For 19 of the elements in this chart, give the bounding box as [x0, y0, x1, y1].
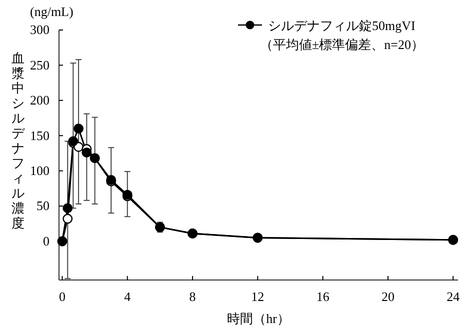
x-tick-label: 16 [316, 289, 330, 304]
x-axis-title: 時間（hr） [227, 311, 290, 326]
x-tick-label: 24 [446, 289, 460, 304]
y-tick-label: 50 [36, 198, 50, 214]
text: 血漿中シルデナフィル濃度 [12, 50, 24, 230]
x-tick-label: 4 [124, 289, 132, 304]
y-tick-label: 150 [30, 128, 50, 143]
y-tick-label: 0 [43, 233, 50, 248]
annotation: （平均値±標準偏差、n=20） [260, 37, 424, 52]
y-tick-label: 300 [30, 22, 50, 38]
legend-label: シルデナフィル錠50mgVI [268, 18, 416, 33]
text: (ng/mL) [30, 4, 74, 19]
y-tick-label: 250 [30, 57, 50, 72]
x-tick-label: 12 [251, 289, 264, 304]
y-tick-label: 200 [30, 92, 50, 108]
x-tick-label: 8 [189, 289, 196, 304]
y-tick-label: 100 [30, 163, 50, 178]
x-tick-label: 0 [59, 289, 66, 304]
x-tick-label: 20 [381, 289, 394, 304]
